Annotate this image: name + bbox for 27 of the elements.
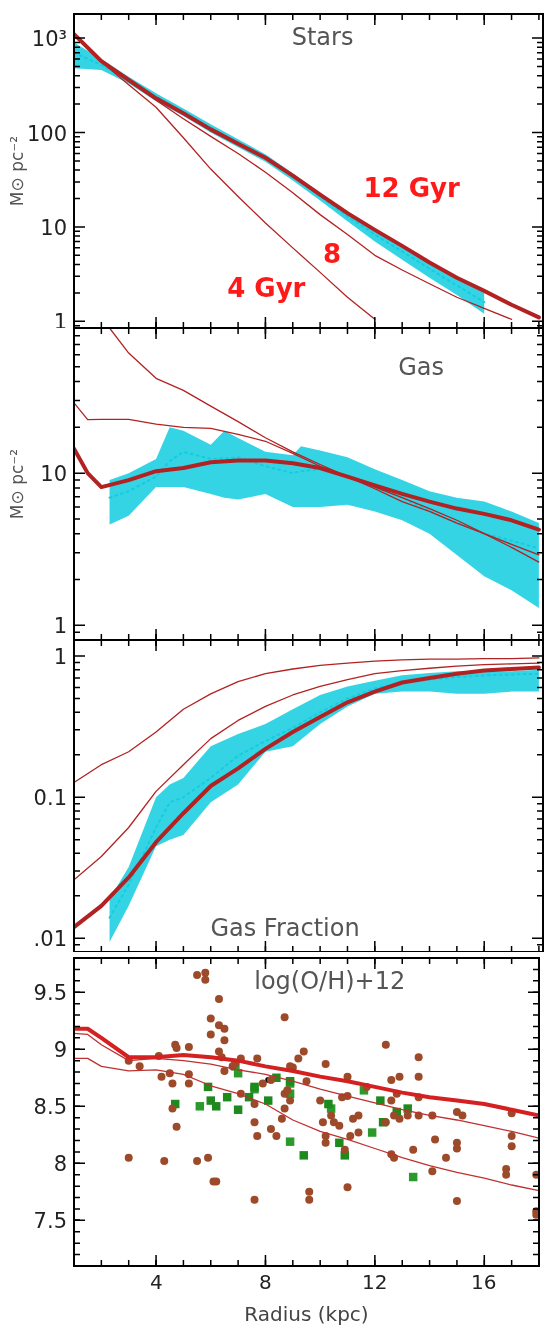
y-tick-label: .01 [33,927,67,952]
y-axis-title: M⊙ pc⁻² [6,135,27,207]
series-label: 8 [322,238,341,269]
x-tick-label: 4 [150,1270,163,1294]
y-axis-title: M⊙ pc⁻² [6,448,27,520]
y-tick-label: 1 [53,645,67,670]
chart-title: log(O/H)+12 [254,966,406,995]
x-tick-label: 12 [362,1270,388,1294]
x-tick-label: 16 [470,1270,497,1294]
y-tick-label: 8.5 [33,1095,67,1120]
text: Gas [398,352,444,381]
y-tick-label: 10 [40,215,67,240]
y-tick-label: 9.5 [33,981,67,1006]
text: Gas Fraction [210,914,360,943]
y-tick-label: 9 [53,1038,67,1063]
y-tick-label: 8 [53,1152,67,1177]
y-tick-label: 100 [26,121,67,146]
y-tick-label: 10 [40,462,67,487]
y-tick-label: 10³ [31,27,67,52]
series-label: 4 Gyr [227,273,306,304]
y-tick-label: 7.5 [33,1209,67,1234]
y-tick-label: 0.1 [33,786,67,811]
chart-title: Stars [291,23,354,52]
x-tick-label: 8 [258,1270,272,1294]
y-tick-label: 1 [53,614,67,639]
x-axis-title: Radius (kpc) [244,1302,369,1327]
series-label: 12 Gyr [363,172,461,203]
